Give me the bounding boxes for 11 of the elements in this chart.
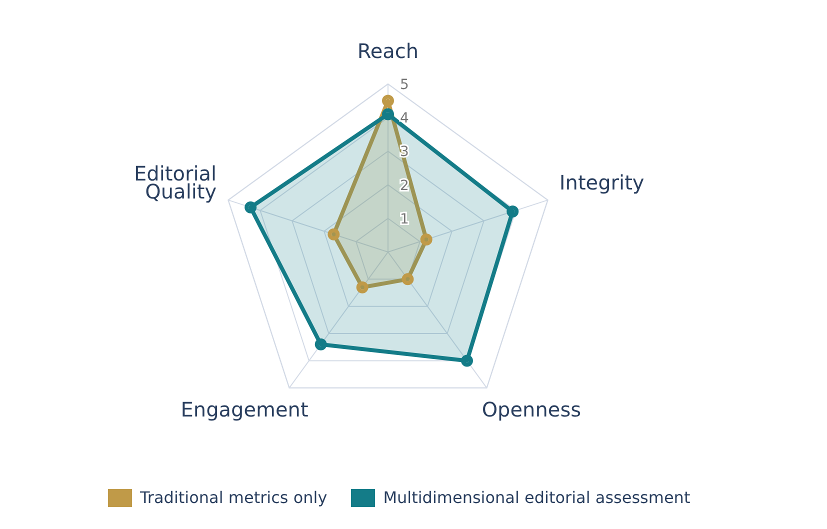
y-tick-label: 5	[400, 77, 409, 93]
legend-label: Traditional metrics only	[140, 488, 328, 507]
y-tick-label: 4	[400, 110, 409, 127]
spoke-label: Integrity	[559, 170, 644, 195]
spoke-label: Engagement	[180, 397, 308, 422]
y-tick-label: 1	[400, 211, 409, 228]
spoke-label: Editorial Quality	[134, 162, 217, 204]
y-tick-label: 2	[400, 178, 409, 194]
spoke-label: Reach	[357, 39, 419, 63]
spoke-label: Openness	[482, 397, 582, 422]
legend-label: Multidimensional editorial assessment	[383, 488, 690, 507]
